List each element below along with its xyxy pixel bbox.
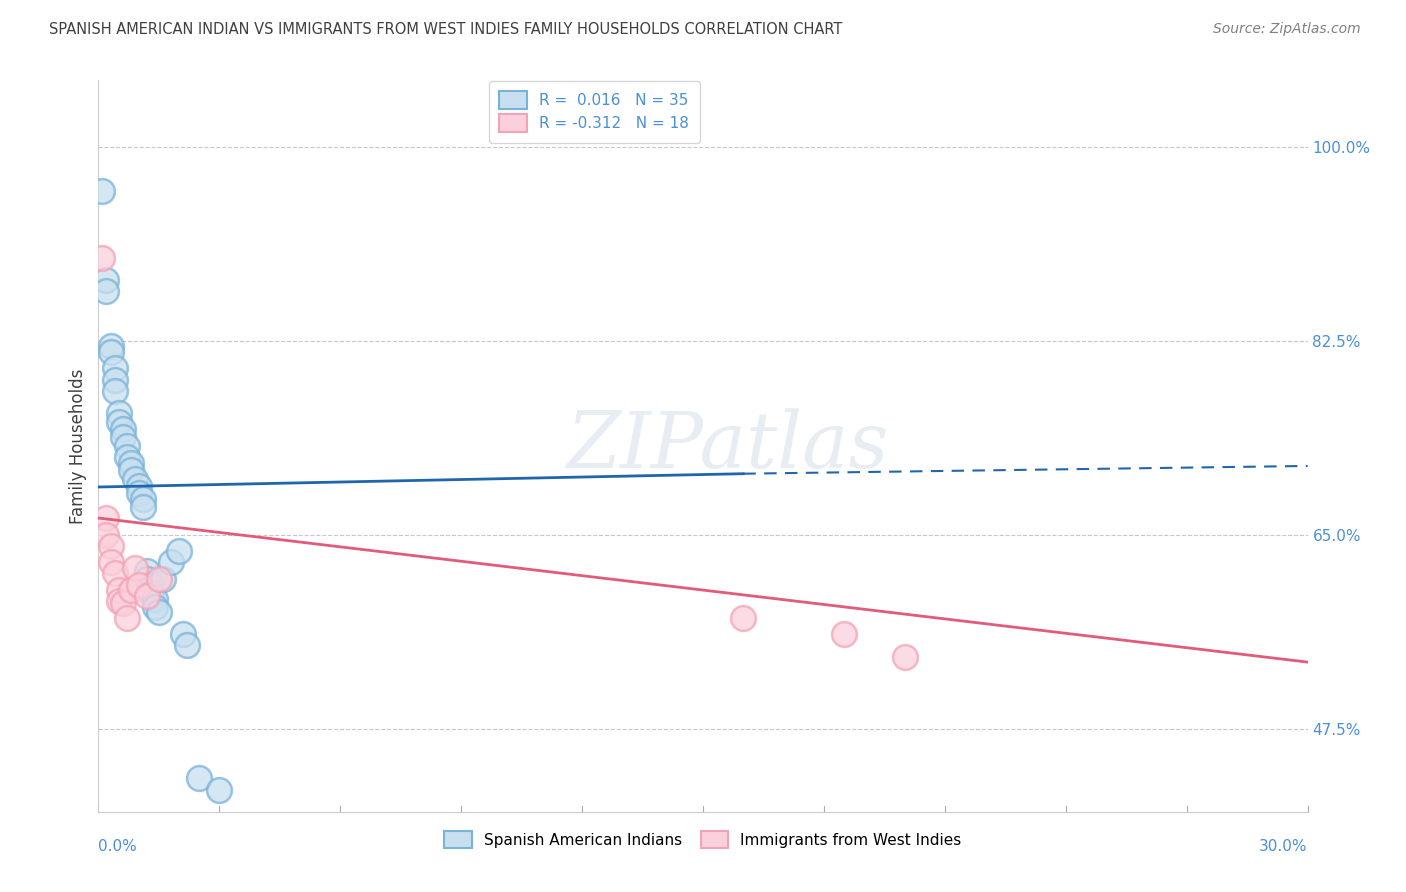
Point (100, 339, 122, 353)
Point (111, 422, 134, 436)
Point (152, 572, 174, 586)
Point (132, 492, 155, 507)
Point (135, 589, 157, 603)
Point (208, 782, 231, 797)
Point (103, 384, 125, 398)
Point (188, 772, 211, 786)
Point (96, 511, 118, 525)
Text: 0.0%: 0.0% (98, 839, 138, 855)
Point (100, 539, 122, 553)
Text: ZIPatlas: ZIPatlas (567, 408, 889, 484)
Point (100, 555, 122, 569)
Point (96, 527, 118, 541)
Point (143, 591, 166, 606)
Point (135, 572, 157, 586)
Point (120, 583, 142, 598)
Point (832, 627, 855, 641)
Point (103, 361, 125, 376)
Point (107, 594, 129, 608)
Point (139, 577, 162, 591)
Point (111, 596, 134, 610)
Point (167, 544, 190, 558)
Point (893, 649, 915, 664)
Point (124, 561, 146, 575)
Point (100, 344, 122, 359)
Point (115, 611, 138, 625)
Text: Source: ZipAtlas.com: Source: ZipAtlas.com (1213, 22, 1361, 37)
Point (103, 372, 125, 386)
Point (115, 439, 138, 453)
Point (143, 599, 166, 614)
Point (132, 500, 155, 514)
Text: 30.0%: 30.0% (1260, 839, 1308, 855)
Point (107, 583, 129, 598)
Point (103, 566, 125, 581)
Point (148, 605, 170, 619)
Y-axis label: Family Households: Family Households (69, 368, 87, 524)
Point (139, 586, 162, 600)
Point (96, 273, 118, 287)
Text: SPANISH AMERICAN INDIAN VS IMMIGRANTS FROM WEST INDIES FAMILY HOUSEHOLDS CORRELA: SPANISH AMERICAN INDIAN VS IMMIGRANTS FR… (49, 22, 842, 37)
Point (115, 450, 138, 464)
Point (107, 415, 129, 429)
Point (124, 472, 146, 486)
Point (128, 485, 150, 500)
Legend: Spanish American Indians, Immigrants from West Indies: Spanish American Indians, Immigrants fro… (433, 820, 973, 859)
Point (128, 479, 150, 493)
Point (120, 456, 142, 470)
Point (172, 627, 194, 641)
Point (128, 577, 150, 591)
Point (91, 184, 114, 198)
Point (91, 251, 114, 265)
Point (120, 463, 142, 477)
Point (135, 564, 157, 578)
Point (160, 555, 183, 569)
Point (96, 284, 118, 298)
Point (111, 430, 134, 444)
Point (733, 611, 755, 625)
Point (107, 406, 129, 420)
Point (176, 639, 198, 653)
Point (148, 572, 170, 586)
